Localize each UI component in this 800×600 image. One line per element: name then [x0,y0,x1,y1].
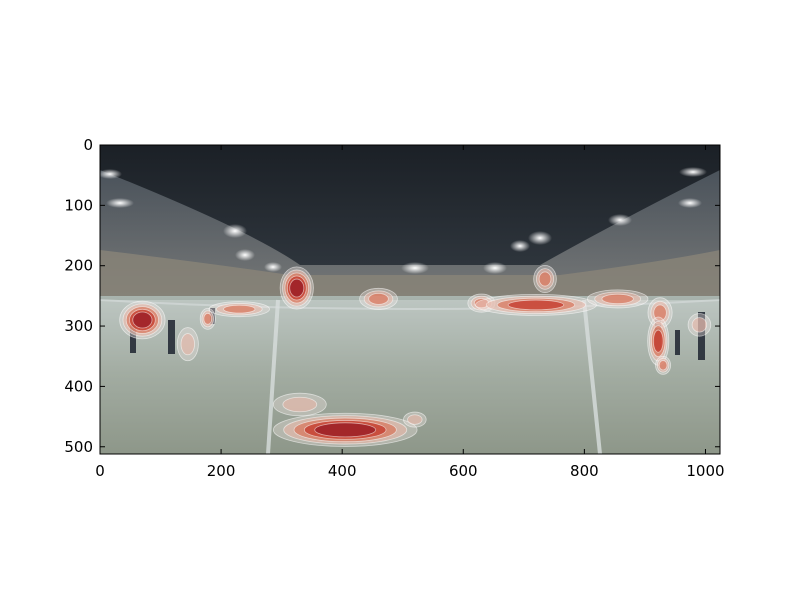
heat-hotspot [687,313,712,337]
heatmap-overlay [119,265,712,447]
y-tick-label: 100 [64,196,93,214]
x-tick-label: 0 [95,462,105,480]
y-tick-label: 200 [64,257,93,275]
x-tick-label: 200 [207,462,236,480]
x-tick-label: 1000 [686,462,724,480]
y-tick-label: 400 [64,377,93,395]
heat-hotspot [474,293,597,316]
heat-hotspot [403,411,427,428]
x-axis: 0 200 400 600 800 1000 [95,145,725,480]
x-tick-label: 400 [328,462,357,480]
heat-hotspot [279,266,314,310]
y-tick-label: 500 [64,438,93,456]
heat-hotspot [647,316,670,366]
heat-hotspot [272,412,418,447]
heat-hotspot [533,265,557,293]
heat-hotspot [647,297,673,329]
plot-area [100,145,720,454]
heat-hotspot [176,327,199,362]
y-axis: 0 100 200 300 400 500 [64,136,720,456]
heat-hotspot [199,307,216,330]
plot-frame [99,144,721,455]
heat-hotspot [359,287,398,310]
x-tick-label: 800 [570,462,599,480]
heat-hotspot [587,289,649,309]
heat-hotspot [655,355,672,375]
y-tick-label: 0 [83,136,93,154]
heat-hotspot [208,301,270,318]
heat-hotspot [272,392,327,417]
x-tick-label: 600 [449,462,478,480]
y-tick-label: 300 [64,317,93,335]
heat-hotspot [119,300,166,340]
